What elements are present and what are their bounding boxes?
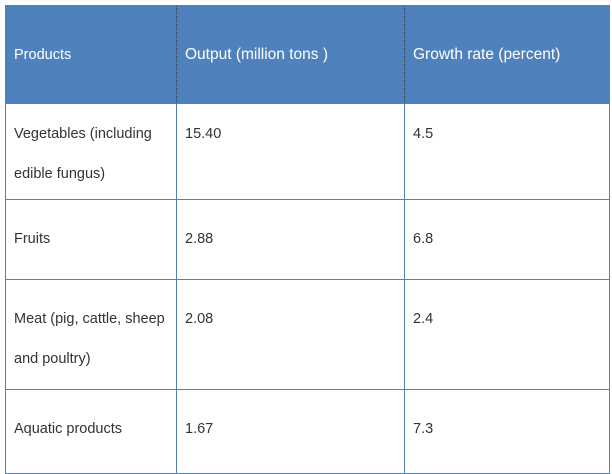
table-body: Vegetables (including edible fungus) 15.… [5,103,610,474]
cell-product: Fruits [5,199,177,280]
cell-product: Aquatic products [5,389,177,474]
header-row: Products Output (million tons ) Growth r… [5,5,610,104]
table-row: Meat (pig, cattle, sheep and poultry) 2.… [5,279,610,390]
products-output-table: Products Output (million tons ) Growth r… [5,5,610,474]
header-growth-rate: Growth rate (percent) [404,5,610,104]
table-row: Fruits 2.88 6.8 [5,199,610,280]
cell-product: Vegetables (including edible fungus) [5,103,177,200]
cell-output: 15.40 [176,103,405,200]
cell-output: 2.08 [176,279,405,390]
header-products: Products [5,5,177,104]
table-row: Aquatic products 1.67 7.3 [5,389,610,474]
page: Products Output (million tons ) Growth r… [5,5,610,474]
cell-output: 2.88 [176,199,405,280]
table-row: Vegetables (including edible fungus) 15.… [5,103,610,200]
cell-product: Meat (pig, cattle, sheep and poultry) [5,279,177,390]
header-output: Output (million tons ) [176,5,405,104]
cell-growth: 4.5 [404,103,610,200]
cell-growth: 6.8 [404,199,610,280]
table-header: Products Output (million tons ) Growth r… [5,5,610,104]
cell-output: 1.67 [176,389,405,474]
cell-growth: 7.3 [404,389,610,474]
cell-growth: 2.4 [404,279,610,390]
